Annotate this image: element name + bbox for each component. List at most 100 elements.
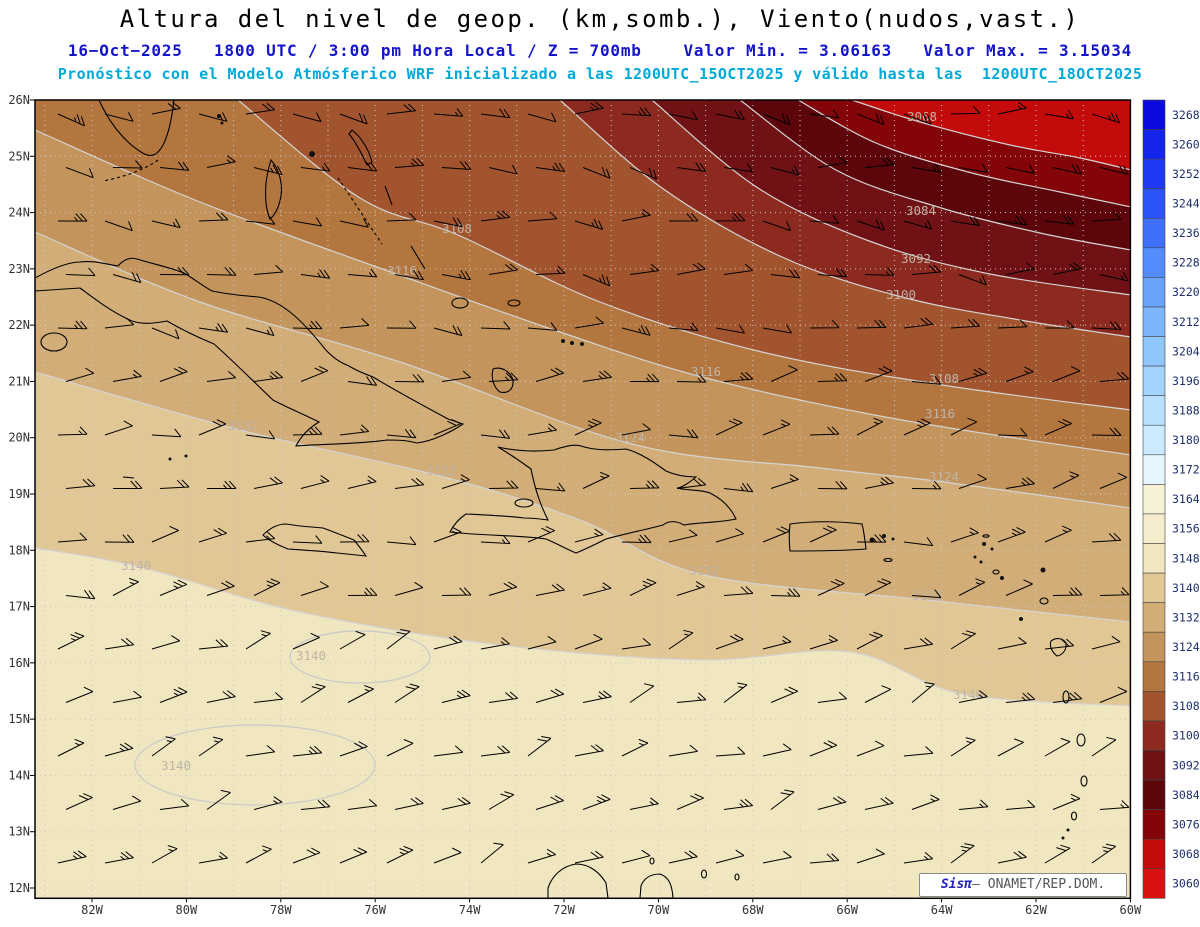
colorbar-label: 3220 — [1172, 285, 1200, 299]
shaded-height-bands — [35, 100, 1131, 899]
colorbar-label: 3236 — [1172, 226, 1200, 240]
colorbar-label: 3204 — [1172, 344, 1200, 358]
colorbar-label: 3260 — [1172, 137, 1200, 151]
colorbar-cell — [1142, 779, 1166, 810]
colorbar-label: 3180 — [1172, 433, 1200, 447]
colorbar-label: 3076 — [1172, 817, 1200, 831]
colorbar-cell — [1142, 158, 1166, 190]
lat-tick-label: 13N — [8, 825, 30, 839]
colorbar-cell — [1142, 365, 1166, 397]
svg-text:3140: 3140 — [953, 687, 983, 702]
colorbar-label: 3244 — [1172, 197, 1200, 211]
svg-text:3132: 3132 — [912, 588, 942, 603]
watermark: Sisπ– ONAMET/REP.DOM. — [919, 873, 1127, 897]
lat-tick-label: 12N — [8, 881, 30, 895]
svg-text:3116: 3116 — [387, 263, 417, 278]
colorbar-cell — [1142, 424, 1166, 456]
colorbar-label: 3196 — [1172, 374, 1200, 388]
svg-text:3124: 3124 — [929, 469, 959, 484]
colorbar-label: 3060 — [1172, 877, 1200, 891]
colorbar-label: 3172 — [1172, 463, 1200, 477]
colorbar-label: 3108 — [1172, 699, 1200, 713]
chart-forecast-line: Pronóstico con el Modelo Atmósferico WRF… — [57, 65, 1143, 83]
lon-tick-label: 76W — [364, 903, 386, 917]
colorbar-cell — [1142, 661, 1166, 692]
colorbar-cell — [1142, 543, 1166, 574]
colorbar-label: 3228 — [1172, 256, 1200, 270]
colorbar-cell — [1142, 838, 1166, 870]
colorbar-cell — [1142, 809, 1166, 840]
colorbar-label: 3116 — [1172, 670, 1200, 684]
colorbar-label: 3164 — [1172, 492, 1200, 506]
colorbar-cell — [1142, 336, 1166, 367]
colorbar-label: 3268 — [1172, 108, 1200, 122]
lat-tick-label: 17N — [8, 600, 30, 614]
colorbar-label: 3188 — [1172, 404, 1200, 418]
svg-text:3108: 3108 — [929, 371, 959, 386]
lon-tick-label: 60W — [1120, 903, 1142, 917]
colorbar-cell — [1142, 129, 1166, 160]
lat-tick-label: 23N — [8, 262, 30, 276]
colorbar: 3268 3260 3252 3244 3236 3228 3220 3212 3204 3196… — [1142, 99, 1200, 899]
lon-tick-label: 70W — [648, 903, 670, 917]
map-layers: 3068308430923100310831083116311631163124… — [35, 100, 1131, 899]
svg-text:3108: 3108 — [442, 221, 472, 236]
colorbar-cell — [1142, 99, 1166, 130]
svg-text:3140: 3140 — [161, 758, 191, 773]
svg-text:3132: 3132 — [228, 418, 258, 433]
axis-labels: 26N 25N 24N 23N 22N 21N 20N 19N 18N 17N 16N 15N 14N 1… — [8, 93, 1142, 917]
colorbar-cell — [1142, 247, 1166, 278]
svg-text:3116: 3116 — [691, 364, 721, 379]
colorbar-label: 3084 — [1172, 788, 1200, 802]
lon-tick-label: 74W — [459, 903, 481, 917]
lat-tick-label: 25N — [8, 149, 30, 163]
colorbar-label: 3124 — [1172, 640, 1200, 654]
lat-tick-label: 21N — [8, 374, 30, 388]
colorbar-cell — [1142, 188, 1166, 219]
lon-tick-label: 64W — [931, 903, 953, 917]
colorbar-cell — [1142, 513, 1166, 544]
contour-labels: 3068308430923100310831083116311631163124… — [121, 109, 983, 773]
lat-tick-label: 14N — [8, 768, 30, 782]
colorbar-label: 3148 — [1172, 551, 1200, 565]
latlon-grid — [35, 100, 1131, 899]
lat-tick-label: 20N — [8, 431, 30, 445]
colorbar-cell — [1142, 218, 1166, 249]
colorbar-label: 3140 — [1172, 581, 1200, 595]
svg-text:3084: 3084 — [906, 203, 936, 218]
svg-text:3132: 3132 — [689, 563, 719, 578]
colorbar-cell — [1142, 454, 1166, 485]
svg-text:3100: 3100 — [886, 287, 916, 302]
lon-tick-label: 68W — [742, 903, 764, 917]
chart-subtitle: 16−Oct−2025 1800 UTC / 3:00 pm Hora Loca… — [67, 41, 1133, 60]
colorbar-cell — [1142, 395, 1166, 426]
chart-title: Altura del nivel de geop. (km,somb.), Vi… — [119, 5, 1081, 33]
colorbar-label: 3092 — [1172, 758, 1200, 772]
lat-tick-label: 16N — [8, 656, 30, 670]
lat-tick-label: 22N — [8, 318, 30, 332]
map-frame — [34, 99, 1132, 900]
wind-barbs — [57, 101, 1130, 864]
colorbar-cell — [1142, 868, 1166, 899]
lat-tick-label: 24N — [8, 206, 30, 220]
colorbar-cell — [1142, 631, 1166, 663]
svg-text:3124: 3124 — [615, 430, 645, 445]
svg-text:3092: 3092 — [901, 251, 931, 266]
colorbar-cell — [1142, 277, 1166, 308]
colorbar-cell — [1142, 484, 1166, 515]
lon-tick-label: 80W — [176, 903, 198, 917]
colorbar-cell — [1142, 690, 1166, 722]
colorbar-label: 3132 — [1172, 610, 1200, 624]
svg-text:3140: 3140 — [121, 558, 151, 573]
lon-tick-label: 82W — [81, 903, 103, 917]
colorbar-cell — [1142, 306, 1166, 337]
svg-text:3132: 3132 — [426, 463, 456, 478]
colorbar-label: 3100 — [1172, 729, 1200, 743]
lat-tick-label: 19N — [8, 487, 30, 501]
watermark-brand: Sisπ — [940, 877, 973, 892]
colorbar-cell — [1142, 572, 1166, 603]
colorbar-label: 3212 — [1172, 315, 1200, 329]
lat-tick-label: 26N — [8, 93, 30, 107]
